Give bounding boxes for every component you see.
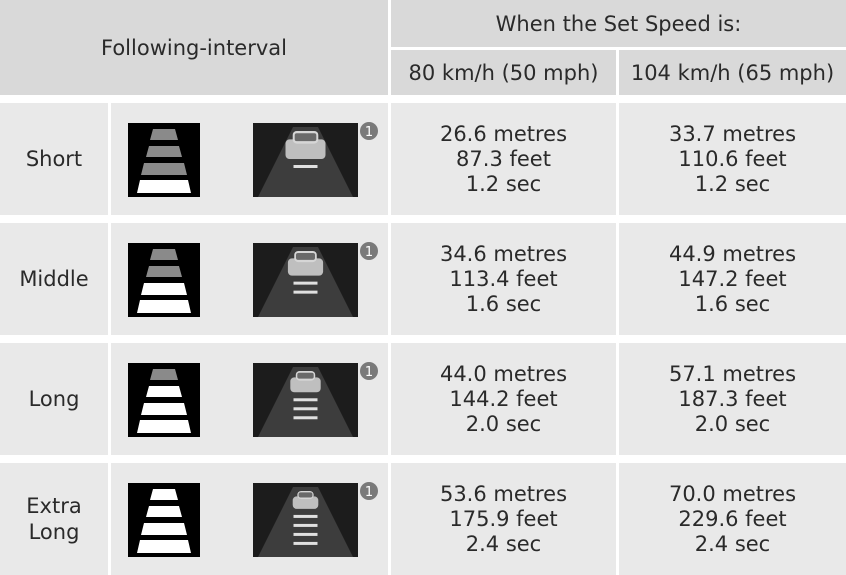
data-line: 2.4 sec bbox=[694, 531, 771, 556]
data-line: 87.3 feet bbox=[456, 146, 551, 171]
interval-bar bbox=[146, 386, 182, 397]
row-label: Long bbox=[0, 343, 108, 455]
interval-bar bbox=[141, 403, 187, 415]
badge bbox=[360, 122, 378, 140]
distance-dash bbox=[293, 523, 318, 527]
interval-bar bbox=[137, 420, 191, 433]
data-cell: 70.0 metres 229.6 feet 2.4 sec bbox=[619, 463, 846, 575]
distance-dash bbox=[293, 281, 318, 285]
data-cell: 44.9 metres 147.2 feet 1.6 sec bbox=[619, 223, 846, 335]
data-line: 1.6 sec bbox=[465, 291, 542, 316]
interval-bar bbox=[146, 506, 182, 517]
distance-dash bbox=[293, 407, 318, 411]
interval-bar bbox=[146, 266, 182, 277]
data-line: 33.7 metres bbox=[668, 121, 797, 146]
badge bbox=[360, 362, 378, 380]
car-window bbox=[297, 372, 314, 379]
data-line: 2.0 sec bbox=[694, 411, 771, 436]
data-line: 57.1 metres bbox=[668, 361, 797, 386]
data-line: 113.4 feet bbox=[449, 266, 558, 291]
interval-bar bbox=[141, 283, 187, 295]
data-cell: 57.1 metres 187.3 feet 2.0 sec bbox=[619, 343, 846, 455]
badge bbox=[360, 242, 378, 260]
interval-bar bbox=[141, 163, 187, 175]
badge-number: 1 bbox=[365, 245, 373, 260]
row-label: Middle bbox=[0, 223, 108, 335]
data-line: 44.9 metres bbox=[668, 241, 797, 266]
data-line: 2.4 sec bbox=[465, 531, 542, 556]
header-following-interval: Following-interval bbox=[0, 0, 388, 95]
distance-dash bbox=[293, 165, 318, 168]
distance-dash bbox=[293, 514, 318, 518]
badge-number: 1 bbox=[365, 365, 373, 380]
data-line: 229.6 feet bbox=[678, 506, 787, 531]
interval-bar bbox=[150, 129, 178, 140]
distance-dash bbox=[293, 416, 318, 420]
interval-bar bbox=[137, 540, 191, 553]
interval-bar bbox=[141, 523, 187, 535]
data-cell: 34.6 metres 113.4 feet 1.6 sec bbox=[391, 223, 616, 335]
badge-number: 1 bbox=[365, 485, 373, 500]
road bbox=[258, 367, 353, 437]
data-line: 187.3 feet bbox=[678, 386, 787, 411]
header-set-speed: When the Set Speed is: bbox=[391, 0, 846, 47]
interval-bar bbox=[137, 180, 191, 193]
data-line: 70.0 metres bbox=[668, 481, 797, 506]
data-line: 110.6 feet bbox=[678, 146, 787, 171]
distance-dash bbox=[293, 290, 318, 294]
data-line: 147.2 feet bbox=[678, 266, 787, 291]
interval-bar bbox=[150, 249, 178, 260]
row-label: Short bbox=[0, 103, 108, 215]
row-label: Extra Long bbox=[0, 463, 108, 575]
data-line: 26.6 metres bbox=[439, 121, 568, 146]
car-window bbox=[294, 133, 317, 142]
badge bbox=[360, 482, 378, 500]
data-cell: 26.6 metres 87.3 feet 1.2 sec bbox=[391, 103, 616, 215]
car-body bbox=[292, 496, 319, 509]
data-cell: 44.0 metres 144.2 feet 2.0 sec bbox=[391, 343, 616, 455]
data-line: 2.0 sec bbox=[465, 411, 542, 436]
header-speed-104: 104 km/h (65 mph) bbox=[619, 50, 846, 95]
badge-number: 1 bbox=[365, 125, 373, 140]
car-window bbox=[295, 252, 316, 260]
interval-bar bbox=[146, 146, 182, 157]
data-line: 144.2 feet bbox=[449, 386, 558, 411]
distance-dash bbox=[293, 532, 318, 536]
car-body bbox=[287, 258, 324, 276]
interval-bar bbox=[150, 489, 178, 500]
road bbox=[258, 127, 353, 197]
data-line: 44.0 metres bbox=[439, 361, 568, 386]
car-body bbox=[285, 139, 326, 159]
interval-bar bbox=[137, 300, 191, 313]
distance-dash bbox=[293, 541, 318, 545]
data-line: 34.6 metres bbox=[439, 241, 568, 266]
car-window bbox=[298, 492, 313, 498]
data-cell: 33.7 metres 110.6 feet 1.2 sec bbox=[619, 103, 846, 215]
data-line: 53.6 metres bbox=[439, 481, 568, 506]
car-body bbox=[290, 377, 321, 393]
data-line: 1.6 sec bbox=[694, 291, 771, 316]
data-line: 1.2 sec bbox=[694, 171, 771, 196]
road bbox=[258, 487, 353, 557]
header-speed-80: 80 km/h (50 mph) bbox=[391, 50, 616, 95]
data-cell: 53.6 metres 175.9 feet 2.4 sec bbox=[391, 463, 616, 575]
data-line: 1.2 sec bbox=[465, 171, 542, 196]
data-line: 175.9 feet bbox=[449, 506, 558, 531]
interval-bar bbox=[150, 369, 178, 380]
distance-dash bbox=[293, 398, 318, 402]
